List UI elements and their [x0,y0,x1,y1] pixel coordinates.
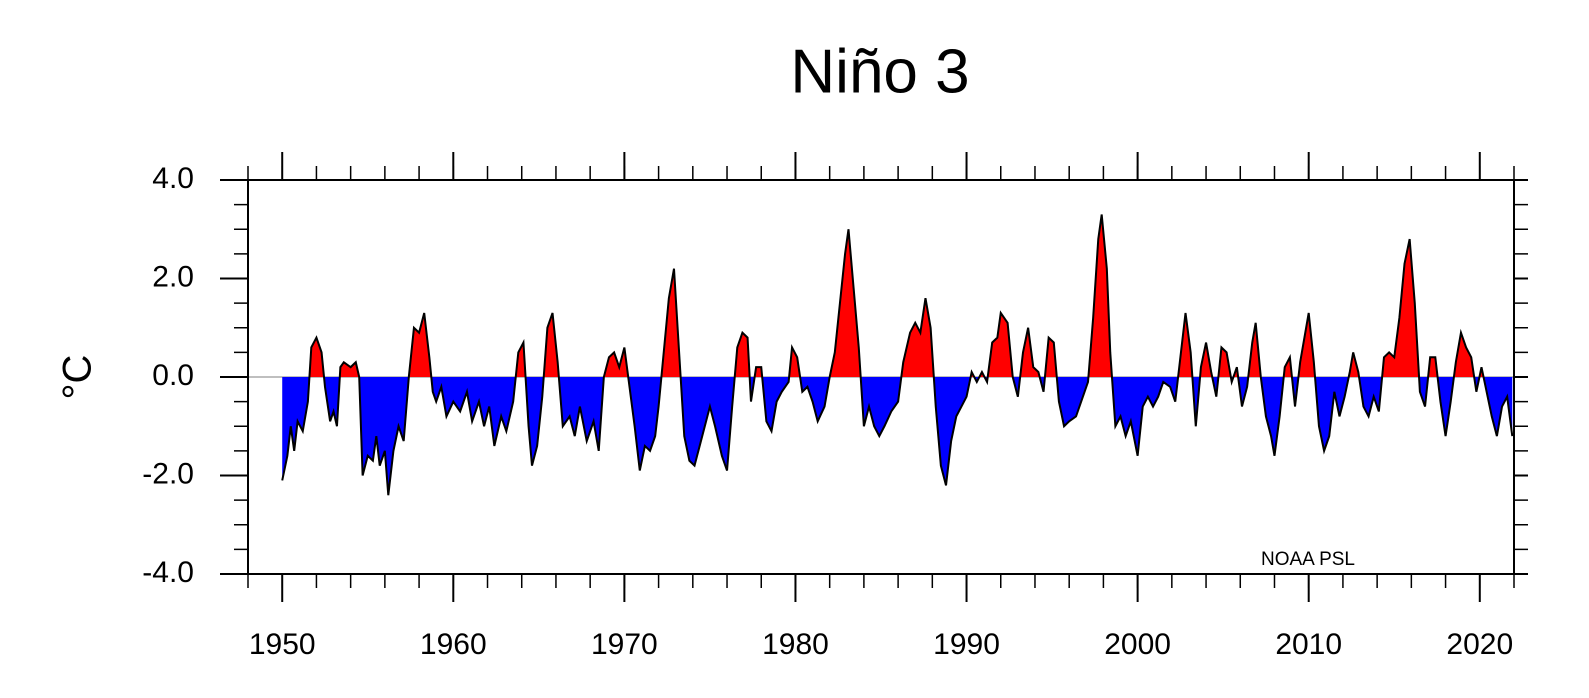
series-line [281,214,1514,496]
y-tick-label: 4.0 [152,162,194,195]
x-tick-label: 2000 [1104,628,1171,661]
x-tick-label: 1950 [249,628,316,661]
area-below [282,377,1513,496]
x-tick-label: 1970 [591,628,658,661]
x-tick-label: 1960 [420,628,487,661]
y-tick-label: 2.0 [152,260,194,293]
y-axis-label: °C [56,355,100,400]
x-tick-label: 2010 [1275,628,1342,661]
x-tick-label: 1990 [933,628,1000,661]
annotation: NOAA PSL [1261,549,1355,570]
chart-title: Niño 3 [790,37,969,106]
x-tick-label: 2020 [1446,628,1513,661]
y-tick-label: -4.0 [142,556,194,589]
y-tick-label: 0.0 [152,359,194,392]
x-tick-label: 1980 [762,628,829,661]
area-above [282,214,1513,377]
y-tick-label: -2.0 [142,457,194,490]
